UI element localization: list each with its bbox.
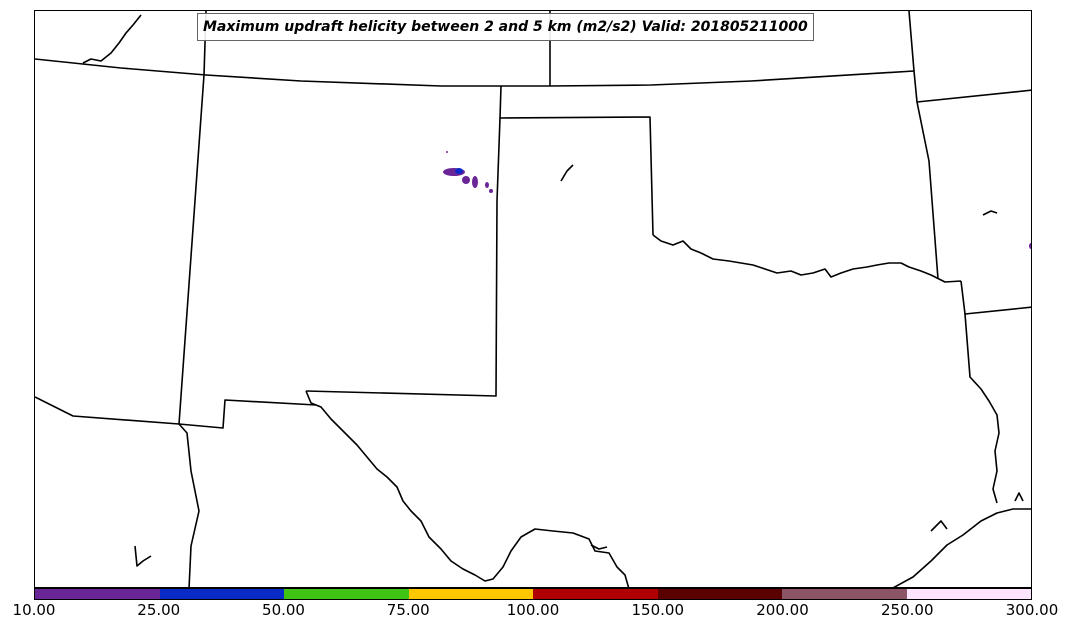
lake-outline <box>590 544 608 550</box>
colorbar-tick-label: 25.00 <box>137 601 181 619</box>
state-boundary <box>35 58 915 87</box>
storm-cell <box>472 176 478 188</box>
colorbar-segment <box>657 589 782 599</box>
rio-grande-boundary <box>305 390 630 587</box>
colorbar-tick-labels: 10.00 25.00 50.00 75.00 100.00 150.00 200.00 25… <box>0 600 1070 630</box>
map-panel <box>34 10 1032 588</box>
colorbar-tick-label: 50.00 <box>262 601 305 619</box>
colorbar-segment <box>782 589 907 599</box>
lake-outline <box>930 520 948 532</box>
state-boundary <box>178 423 200 587</box>
colorbar-segment <box>906 589 1031 599</box>
storm-cell <box>1029 243 1031 249</box>
storm-cell <box>485 182 489 188</box>
colorbar-segment <box>159 589 284 599</box>
state-boundary <box>499 85 654 236</box>
state-boundary <box>916 101 939 280</box>
storm-cell <box>489 189 493 193</box>
colorbar <box>34 588 1032 600</box>
colorbar-segment <box>35 589 160 599</box>
colorbar-tick-label: 100.00 <box>506 601 560 619</box>
lake-outline <box>82 14 142 64</box>
colorbar-segment <box>408 589 533 599</box>
state-boundary <box>908 11 1031 103</box>
state-boundary <box>960 280 1031 315</box>
lake-outline <box>560 164 574 182</box>
colorbar-tick-label: 150.00 <box>631 601 685 619</box>
state-boundary <box>35 396 317 429</box>
colorbar-tick-label: 250.00 <box>881 601 934 619</box>
lake-outline <box>982 210 998 216</box>
lake-outline <box>1014 492 1024 502</box>
colorbar-tick-label: 10.00 <box>12 601 56 619</box>
colorbar-segment <box>284 589 409 599</box>
red-river-boundary <box>652 234 962 283</box>
map-title: Maximum updraft helicity between 2 and 5… <box>197 13 814 41</box>
storm-cell <box>446 151 448 153</box>
lake-outline <box>134 545 152 567</box>
storm-cell <box>462 176 470 184</box>
colorbar-segment <box>533 589 658 599</box>
state-boundaries-map <box>35 11 1031 587</box>
colorbar-tick-label: 300.00 <box>1005 601 1059 619</box>
colorbar-tick-label: 75.00 <box>386 601 430 619</box>
storm-cell <box>455 168 463 174</box>
colorbar-tick-label: 200.00 <box>756 601 809 619</box>
state-boundary <box>305 117 501 397</box>
gulf-coastline <box>892 508 1031 587</box>
state-boundary <box>964 313 1000 504</box>
